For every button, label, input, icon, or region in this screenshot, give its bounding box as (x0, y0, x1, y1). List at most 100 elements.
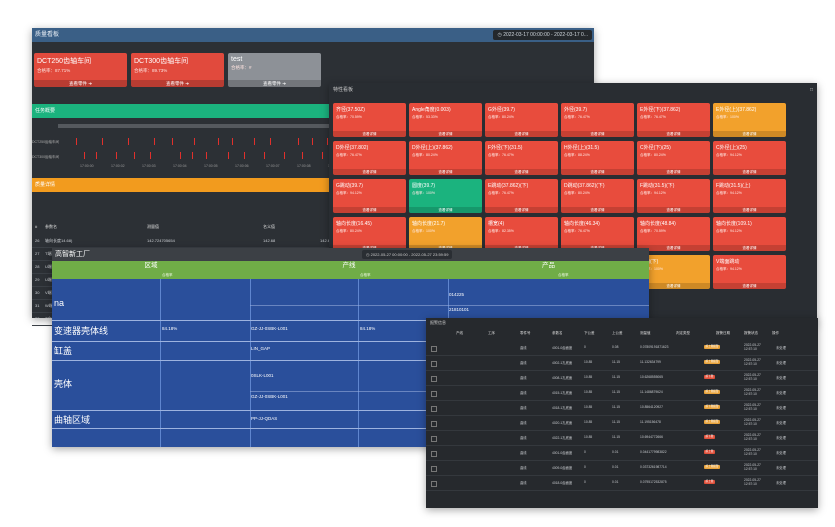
feature-cell[interactable]: E外径(上)(37.862) 合格率：100% 查看详情 (713, 103, 786, 137)
feature-cell[interactable]: 轴向长度(16.45)合格率：80.24%查看详情 (333, 217, 406, 251)
view-details-link[interactable]: 查看详情 (333, 207, 406, 213)
row-checkbox[interactable] (431, 421, 437, 427)
feature-cell[interactable]: 轴向长度(109.1) 合格率：94.12% 查看详情 (713, 217, 786, 251)
feature-cell[interactable]: 槽宽(4)合格率：82.35%查看详情 (485, 217, 558, 251)
feature-cell[interactable]: V端面跳动 合格率：94.12% 查看详情 (713, 255, 786, 289)
view-details-link[interactable]: 查看详情 (409, 207, 482, 213)
row-checkbox[interactable] (431, 451, 437, 457)
feature-cell[interactable]: F跳动(31.5)(上) 合格率：94.12% 查看详情 (713, 179, 786, 213)
view-details-link[interactable]: 查看详情 (561, 131, 634, 137)
view-details-link[interactable]: 查看详情 (713, 245, 786, 251)
view-details-link[interactable]: 查看详情 (409, 131, 482, 137)
feature-cell[interactable]: Angle角度(0.003) 合格率：53.33% 查看详情 (409, 103, 482, 137)
feature-cell[interactable]: D外径(上)(37.862) 合格率：80.24% 查看详情 (409, 141, 482, 175)
line-name[interactable]: PP-JJ-QDAS (251, 416, 278, 421)
table-row[interactable]: 26 轴向长度14.68) 142.724705654 142.68 142.6 (32, 234, 332, 248)
view-details-label: 查看详情 (742, 284, 757, 288)
alarm-lower: 0 (584, 450, 586, 454)
row-checkbox[interactable] (431, 391, 437, 397)
view-details-link[interactable]: 查看详情 (713, 207, 786, 213)
feature-cell[interactable]: 齐径(37.50Z) 合格率：70.59% 查看详情 (333, 103, 406, 137)
gantt-scrollbar[interactable] (58, 124, 332, 128)
view-details-link[interactable]: 查看详情 (333, 131, 406, 137)
region-rate: 84.18% (162, 326, 178, 331)
grid-row-line (52, 410, 649, 411)
view-details-link[interactable]: 查看详情 (485, 131, 558, 137)
grid-column-line (250, 279, 251, 447)
feature-cell[interactable]: 圆度(39.7) 合格率：100% 查看详情 (409, 179, 482, 213)
row-checkbox[interactable] (431, 361, 437, 367)
alarm-row[interactable]: 曲线 4009-0齿面度 0 0.01 0.0373261987714 超上限报警 2022… (426, 462, 818, 476)
alarm-row[interactable]: 曲线 4001-0齿面度 0 0.08 0.07809191871623 超上限报警 202… (426, 342, 818, 356)
feature-cell[interactable]: E跳动(37.862)(下) 合格率：76.47% 查看详情 (485, 179, 558, 213)
view-details-link[interactable]: 查看详情 (561, 207, 634, 213)
feature-cell[interactable]: 轴向长度(48.84) 合格率：70.59% 查看详情 (637, 217, 710, 251)
feature-rate: 合格率：94.12% (716, 153, 742, 157)
view-details-link[interactable]: 查看详情 (485, 207, 558, 213)
view-parts-link[interactable]: 查看零件 ➜ (131, 80, 224, 87)
feature-cell[interactable]: 轴向长度(46.34)合格率：76.47%查看详情 (561, 217, 634, 251)
region-name[interactable]: 壳体 (54, 379, 73, 389)
clock-icon: ◷ (497, 32, 504, 38)
region-name[interactable]: 曲轴区域 (54, 415, 91, 425)
feature-cell[interactable]: F跳动(31.5)(下) 合格率：94.12% 查看详情 (637, 179, 710, 213)
date-range-picker[interactable]: ◷ 2022-03-17 00:00:00 - 2022-03-17 0... (493, 30, 592, 40)
view-details-link[interactable]: 查看详情 (637, 283, 710, 289)
alarm-row[interactable]: 曲线 4015-1孔底面 10.85 11.15 11.1486879624 超上限报警 2… (426, 387, 818, 401)
line-name[interactable]: GZ-JJ-0SBK-L001 (251, 326, 288, 331)
view-parts-link[interactable]: 查看零件 ➜ (228, 80, 321, 87)
workshop-card-test[interactable]: test 合格率：# 查看零件 ➜ (228, 53, 321, 87)
region-name[interactable]: 缸盖 (54, 346, 73, 356)
row-checkbox[interactable] (431, 436, 437, 442)
feature-cell[interactable]: D跳动(37.862)(下) 合格率：80.24% 查看详情 (561, 179, 634, 213)
row-checkbox[interactable] (431, 466, 437, 472)
view-details-link[interactable]: 查看详情 (485, 169, 558, 175)
alarm-row[interactable]: 曲线 4020-1孔底面 10.85 11.15 11.195156478 超上限报警 20… (426, 417, 818, 431)
workshop-card-dct300[interactable]: DCT300齿轴车间 合格率：89.73% 查看零件 ➜ (131, 53, 224, 87)
line-name[interactable]: LIN_GAP (251, 346, 271, 351)
factory-date-range[interactable]: ◷ 2022-05-27 00:00:00 - 2022-05-27 23:59… (362, 250, 453, 259)
gantt-tick (128, 138, 130, 145)
feature-cell[interactable]: 外径(39.7) 合格率：76.47% 查看详情 (561, 103, 634, 137)
row-checkbox[interactable] (431, 481, 437, 487)
alarm-row[interactable]: 曲线 4008-1孔底面 10.85 11.15 10.6268555065 超下限 202… (426, 372, 818, 386)
view-details-link[interactable]: 查看详情 (333, 169, 406, 175)
feature-cell[interactable]: F外径(下)(31.5) 合格率：76.47% 查看详情 (485, 141, 558, 175)
region-name[interactable]: na (54, 298, 65, 308)
alarm-row[interactable]: 曲线 4018-1孔底面 10.85 11.15 10.8564120927 超下限报警 2… (426, 402, 818, 416)
view-details-link[interactable]: 查看详情 (713, 169, 786, 175)
product-code[interactable]: 014225 (449, 292, 465, 297)
feature-cell[interactable]: D外径(37.802) 合格率：76.47% 查看详情 (333, 141, 406, 175)
view-details-link[interactable]: 查看详情 (713, 283, 786, 289)
view-details-link[interactable]: 查看详情 (637, 169, 710, 175)
row-checkbox[interactable] (431, 406, 437, 412)
feature-cell[interactable]: C外径(下)(25) 合格率：80.24% 查看详情 (637, 141, 710, 175)
alarm-row[interactable]: 曲线 4001-0齿面度 0 0.01 0.0441779983822 超上限 2022-0… (426, 447, 818, 461)
view-details-link[interactable]: 查看详情 (409, 169, 482, 175)
row-checkbox[interactable] (431, 346, 437, 352)
feature-cell[interactable]: 跳动(下) 合格率：100% 查看详情 (637, 255, 710, 289)
workshop-card-dct250[interactable]: DCT250齿轴车间 合格率：87.71% 查看零件 ➜ (34, 53, 127, 87)
view-parts-link[interactable]: 查看零件 ➜ (34, 80, 127, 87)
row-checkbox[interactable] (431, 376, 437, 382)
line-name[interactable]: 0SLK-L001 (251, 373, 274, 378)
region-name[interactable]: 变速器壳体线 (54, 326, 109, 336)
gantt-tick (192, 152, 194, 159)
view-details-link[interactable]: 查看详情 (637, 131, 710, 137)
feature-cell[interactable]: E外径(下)(37.862) 合格率：76.47% 查看详情 (637, 103, 710, 137)
feature-cell[interactable]: 轴向长度(21.7)合格率：100%查看详情 (409, 217, 482, 251)
feature-cell[interactable]: G跳动(39.7) 合格率：94.12% 查看详情 (333, 179, 406, 213)
alarm-row[interactable]: 曲线 4002-1孔底面 10.85 11.15 11.132634799 超上限报警 20… (426, 357, 818, 371)
view-details-link[interactable]: 查看详情 (637, 245, 710, 251)
product-code[interactable]: 21810101 (449, 307, 470, 312)
view-details-link[interactable]: 查看详情 (713, 131, 786, 137)
feature-cell[interactable]: C外径(上)(25) 合格率：94.12% 查看详情 (713, 141, 786, 175)
alarm-row[interactable]: 曲线 4022-1孔底面 10.85 11.15 10.6944772666 超下限 202… (426, 432, 818, 446)
line-name[interactable]: GZ-JJ-0SBK-L001 (251, 394, 288, 399)
alarm-row[interactable]: 曲线 4018-0齿面度 0 0.01 0.0795172532875 超上限 2022-0… (426, 477, 818, 491)
feature-cell[interactable]: H外径(上)(31.5) 合格率：88.24% 查看详情 (561, 141, 634, 175)
view-details-link[interactable]: 查看详情 (637, 207, 710, 213)
view-details-link[interactable]: 查看详情 (561, 169, 634, 175)
feature-cell[interactable]: G外径(39.7) 合格率：80.24% 查看详情 (485, 103, 558, 137)
maximize-icon[interactable]: □ (809, 87, 813, 93)
